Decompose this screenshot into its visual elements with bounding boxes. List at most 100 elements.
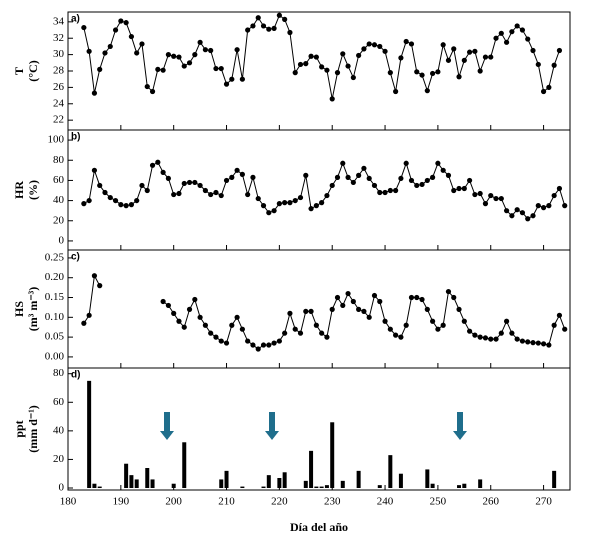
marker xyxy=(287,29,293,36)
marker xyxy=(324,192,330,199)
y-tick-label: 0 xyxy=(59,482,65,494)
bar xyxy=(87,380,92,488)
marker xyxy=(102,189,108,196)
bar xyxy=(240,486,245,488)
y-tick-label: 0.15 xyxy=(45,291,65,303)
marker xyxy=(525,36,531,42)
marker xyxy=(350,74,356,81)
marker xyxy=(297,61,304,68)
marker xyxy=(239,171,245,177)
marker xyxy=(160,298,166,305)
y-tick-label: 0.00 xyxy=(45,350,65,362)
marker xyxy=(393,332,399,338)
marker xyxy=(440,167,446,173)
marker xyxy=(488,192,494,199)
marker xyxy=(398,175,404,182)
marker xyxy=(377,43,383,50)
marker xyxy=(313,322,319,328)
marker xyxy=(551,62,557,68)
marker xyxy=(303,172,309,178)
bar xyxy=(150,479,155,488)
marker xyxy=(213,189,219,196)
marker xyxy=(356,172,362,178)
marker xyxy=(303,61,309,67)
marker xyxy=(234,47,240,53)
marker xyxy=(482,335,489,341)
marker xyxy=(419,72,425,78)
x-tick-label: 220 xyxy=(271,496,288,508)
marker xyxy=(467,49,473,55)
marker xyxy=(366,314,372,320)
marker xyxy=(250,23,256,29)
marker xyxy=(234,167,240,173)
marker xyxy=(477,190,483,197)
plot-frame xyxy=(67,367,571,491)
marker xyxy=(208,47,214,54)
marker xyxy=(393,88,399,95)
marker xyxy=(186,60,193,66)
arrow xyxy=(453,431,467,440)
marker xyxy=(393,187,399,194)
marker xyxy=(287,310,293,316)
marker xyxy=(414,182,420,189)
marker xyxy=(112,27,119,33)
marker xyxy=(260,342,267,348)
marker xyxy=(260,203,267,209)
y-tick-label: 24 xyxy=(53,97,65,109)
marker xyxy=(445,57,452,63)
marker xyxy=(556,47,563,54)
arrow xyxy=(269,412,275,432)
marker xyxy=(165,52,171,58)
marker xyxy=(366,41,372,47)
marker xyxy=(144,187,150,194)
y-tick-label: 20 xyxy=(53,453,65,465)
marker xyxy=(171,53,177,59)
y-tick-label: 60 xyxy=(53,174,65,186)
marker xyxy=(308,206,314,212)
x-tick-label: 200 xyxy=(165,496,182,508)
bar xyxy=(425,469,430,488)
marker xyxy=(340,302,346,309)
marker xyxy=(488,54,494,60)
line xyxy=(83,14,560,99)
marker xyxy=(419,181,425,188)
marker xyxy=(297,330,304,336)
x-tick-label: 270 xyxy=(535,496,552,508)
x-tick-label: 240 xyxy=(377,496,394,508)
marker xyxy=(208,191,214,198)
marker xyxy=(149,162,156,168)
bar xyxy=(261,486,266,488)
marker xyxy=(197,39,203,45)
marker xyxy=(97,66,103,72)
marker xyxy=(345,63,351,69)
marker xyxy=(435,69,441,75)
marker xyxy=(430,70,436,77)
marker xyxy=(86,197,92,204)
marker xyxy=(382,48,388,54)
y-axis-label: HS xyxy=(12,301,26,317)
marker xyxy=(456,74,462,80)
marker xyxy=(266,26,272,32)
marker xyxy=(403,160,409,166)
marker xyxy=(250,342,256,348)
marker xyxy=(181,63,187,69)
marker xyxy=(160,67,166,73)
bar xyxy=(478,479,483,488)
marker xyxy=(271,25,277,31)
marker xyxy=(440,322,446,328)
bar xyxy=(224,470,229,488)
y-tick-label: 20 xyxy=(53,214,65,226)
marker xyxy=(292,326,298,332)
marker xyxy=(139,41,145,47)
marker xyxy=(86,48,92,54)
marker xyxy=(234,314,240,320)
marker xyxy=(282,16,288,22)
marker xyxy=(461,318,467,324)
marker xyxy=(176,190,182,197)
y-tick-label: 34 xyxy=(53,15,65,27)
marker xyxy=(324,334,330,340)
marker xyxy=(229,174,235,180)
marker xyxy=(482,201,489,207)
marker xyxy=(313,54,319,60)
marker xyxy=(546,342,552,348)
